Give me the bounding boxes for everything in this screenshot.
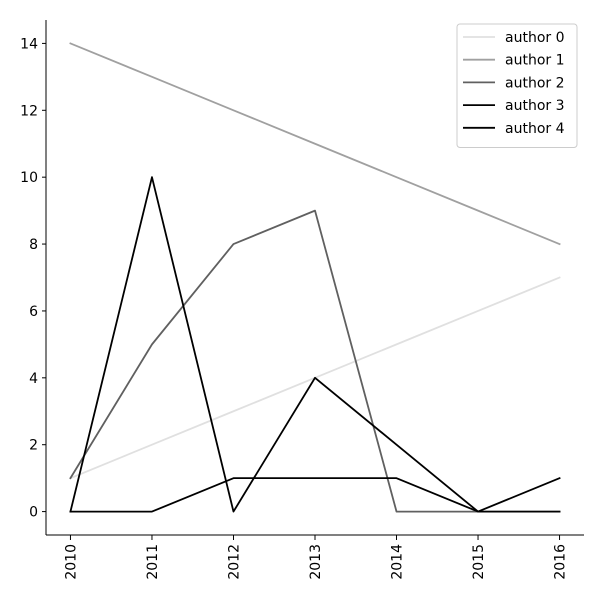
y-tick-label: 0 — [29, 505, 38, 521]
legend: author 0 author 1 author 2 author 3 author 4 — [456, 23, 578, 148]
x-tick-label: 2014 — [390, 544, 406, 580]
legend-label: author 2 — [505, 75, 565, 91]
y-tick-label: 8 — [29, 237, 38, 253]
series-line-author-4 — [69, 476, 561, 513]
legend-box — [456, 23, 578, 148]
x-tick-label: 2013 — [308, 544, 324, 580]
legend-label: author 4 — [505, 121, 565, 137]
legend-label: author 0 — [505, 30, 565, 46]
x-tick-label: 2015 — [471, 544, 487, 580]
y-tick-label: 14 — [20, 36, 38, 52]
x-tick-label: 2011 — [145, 544, 161, 580]
y-tick-label: 10 — [20, 170, 38, 186]
y-tick-label: 2 — [29, 438, 38, 454]
series-line-author-1 — [69, 42, 561, 246]
series-line-author-3 — [69, 176, 561, 513]
series-line-author-2 — [69, 209, 561, 513]
y-tick-label: 12 — [20, 103, 38, 119]
y-tick-label: 4 — [29, 371, 38, 387]
axes: 0 2 4 6 8 10 12 14 2010 2011 2012 2013 2014 2015 2016 — [20, 20, 584, 580]
y-tick-label: 6 — [29, 304, 38, 320]
series-lines — [69, 42, 561, 513]
legend-label: author 3 — [505, 98, 565, 114]
x-tick-label: 2012 — [226, 544, 242, 580]
x-tick-label: 2016 — [553, 544, 569, 580]
legend-label: author 1 — [505, 53, 565, 69]
x-tick-label: 2010 — [63, 544, 79, 580]
